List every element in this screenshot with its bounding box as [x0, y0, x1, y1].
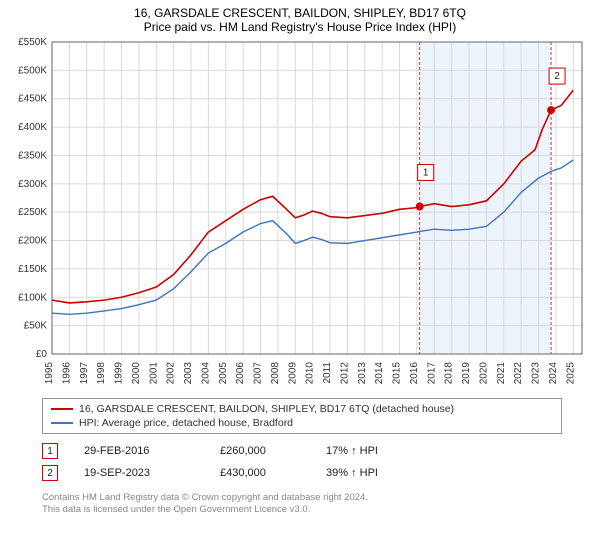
svg-text:£400K: £400K	[18, 122, 47, 133]
svg-text:2008: 2008	[270, 362, 281, 385]
legend-swatch	[51, 408, 73, 410]
chart-svg: £0 £50K £100K £150K £200K £250K £300K £350K £400…	[10, 34, 590, 394]
svg-text:£0: £0	[36, 349, 48, 360]
svg-text:1: 1	[423, 168, 429, 179]
svg-text:2: 2	[554, 71, 560, 82]
svg-text:1995: 1995	[44, 362, 55, 385]
legend-row: 16, GARSDALE CRESCENT, BAILDON, SHIPLEY,…	[51, 402, 553, 416]
callout-list: 1 29-FEB-2016 £260,000 17% ↑ HPI 2 19-SEP-202…	[10, 440, 590, 484]
svg-text:2001: 2001	[148, 362, 159, 385]
svg-text:2015: 2015	[392, 362, 403, 385]
callout-date: 29-FEB-2016	[84, 445, 194, 457]
svg-text:£200K: £200K	[18, 236, 47, 247]
callout-date: 19-SEP-2023	[84, 467, 194, 479]
callout-price: £430,000	[220, 467, 300, 479]
svg-text:2018: 2018	[444, 362, 455, 385]
callout-badge: 2	[42, 465, 58, 481]
chart-subtitle: Price paid vs. HM Land Registry's House …	[10, 20, 590, 34]
callout-row: 2 19-SEP-2023 £430,000 39% ↑ HPI	[42, 462, 590, 484]
svg-text:2002: 2002	[166, 362, 177, 385]
svg-text:2014: 2014	[374, 362, 385, 385]
svg-text:£300K: £300K	[18, 179, 47, 190]
svg-text:1997: 1997	[79, 362, 90, 385]
svg-text:£450K: £450K	[18, 94, 47, 105]
svg-text:2011: 2011	[322, 362, 333, 384]
svg-text:£550K: £550K	[18, 37, 47, 48]
chart-area: £0 £50K £100K £150K £200K £250K £300K £350K £400…	[10, 34, 590, 394]
svg-text:1999: 1999	[114, 362, 125, 385]
chart-title-address: 16, GARSDALE CRESCENT, BAILDON, SHIPLEY,…	[10, 6, 590, 20]
svg-text:2023: 2023	[531, 362, 542, 385]
legend-label: HPI: Average price, detached house, Brad…	[79, 417, 293, 429]
svg-text:2009: 2009	[287, 362, 298, 385]
svg-text:£250K: £250K	[18, 207, 47, 218]
callout-row: 1 29-FEB-2016 £260,000 17% ↑ HPI	[42, 440, 590, 462]
svg-text:2024: 2024	[548, 362, 559, 385]
svg-text:2021: 2021	[496, 362, 507, 385]
svg-text:2000: 2000	[131, 362, 142, 385]
legend: 16, GARSDALE CRESCENT, BAILDON, SHIPLEY,…	[42, 398, 562, 434]
svg-text:1998: 1998	[96, 362, 107, 385]
svg-text:2022: 2022	[513, 362, 524, 385]
svg-text:2007: 2007	[253, 362, 264, 385]
svg-text:2016: 2016	[409, 362, 420, 385]
footer-note: Contains HM Land Registry data © Crown c…	[42, 492, 590, 517]
svg-text:2003: 2003	[183, 362, 194, 385]
svg-text:2010: 2010	[305, 362, 316, 385]
svg-text:2017: 2017	[426, 362, 437, 385]
svg-text:2012: 2012	[339, 362, 350, 385]
svg-text:£500K: £500K	[18, 65, 47, 76]
callout-price: £260,000	[220, 445, 300, 457]
svg-text:£150K: £150K	[18, 264, 47, 275]
footer-line: Contains HM Land Registry data © Crown c…	[42, 492, 590, 504]
svg-text:£350K: £350K	[18, 150, 47, 161]
svg-text:2005: 2005	[218, 362, 229, 385]
legend-row: HPI: Average price, detached house, Brad…	[51, 416, 553, 430]
legend-label: 16, GARSDALE CRESCENT, BAILDON, SHIPLEY,…	[79, 403, 454, 415]
svg-text:2006: 2006	[235, 362, 246, 385]
callout-delta: 39% ↑ HPI	[326, 467, 378, 479]
callout-badge: 1	[42, 443, 58, 459]
svg-text:2025: 2025	[565, 362, 576, 385]
legend-swatch	[51, 422, 73, 424]
svg-text:2013: 2013	[357, 362, 368, 385]
callout-delta: 17% ↑ HPI	[326, 445, 378, 457]
svg-text:2004: 2004	[200, 362, 211, 385]
svg-text:£100K: £100K	[18, 292, 47, 303]
svg-text:2020: 2020	[478, 362, 489, 385]
svg-text:2019: 2019	[461, 362, 472, 385]
svg-text:1996: 1996	[61, 362, 72, 385]
footer-line: This data is licensed under the Open Gov…	[42, 504, 590, 516]
svg-text:£50K: £50K	[24, 321, 48, 332]
